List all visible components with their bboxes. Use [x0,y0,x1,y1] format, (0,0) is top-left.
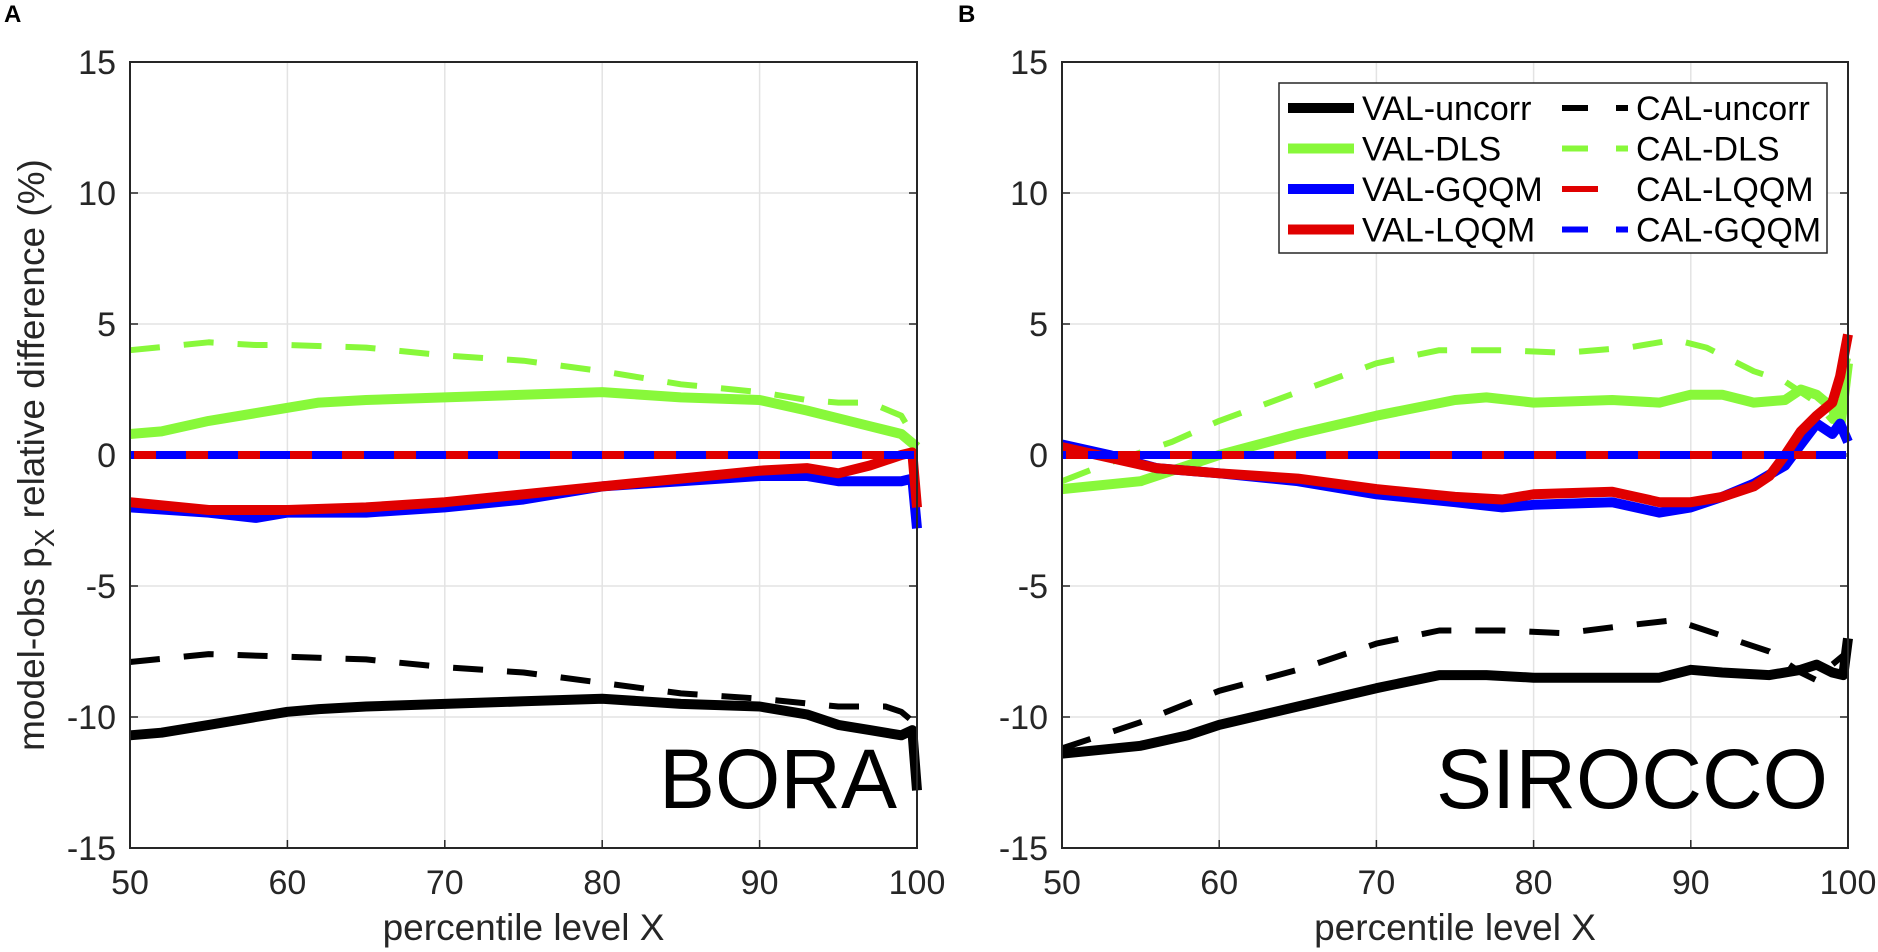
legend-label: VAL-DLS [1362,131,1501,169]
y-tick-label: 0 [97,437,116,475]
legend-label: VAL-uncorr [1362,90,1531,128]
legend-label: VAL-LQQM [1362,212,1535,250]
x-tick-label: 70 [426,864,464,902]
y-tick-label: -10 [999,699,1048,737]
x-tick-label: 90 [741,864,779,902]
y-tick-label: -10 [67,699,116,737]
legend-label: CAL-GQQM [1636,212,1821,250]
series-cal-uncorr [129,651,919,728]
series-cal-dls [1060,336,1851,484]
x-tick-label: 90 [1672,864,1710,902]
x-tick-label: 50 [111,864,149,902]
x-tick-label: 100 [889,864,946,902]
legend-label: CAL-DLS [1636,131,1780,169]
y-tick-label: 10 [1010,175,1048,213]
series-cal-dls [129,339,920,444]
legend-label: CAL-LQQM [1636,171,1814,209]
y-axis-label-main: model-obs p [11,547,52,751]
x-axis-label: percentile level X [1314,907,1596,948]
x-tick-label: 60 [268,864,306,902]
x-tick-label: 80 [1515,864,1553,902]
series-cal-uncorr [1061,617,1850,752]
y-axis-label: model-obs pX relative difference (%) [11,159,60,751]
y-tick-label: -15 [67,830,116,868]
y-tick-label: -5 [1018,568,1048,606]
legend-entry-val-dls: VAL-DLS [1288,131,1501,169]
legend-entry-val-uncorr: VAL-uncorr [1288,90,1531,128]
plot-sirocco: 50 60 70 80 90 100 -15 -10 -5 0 5 10 15 SIROCCO percen… [999,44,1877,948]
y-tick-label: 15 [1010,44,1048,82]
x-tick-label: 60 [1200,864,1238,902]
series-val-uncorr [1061,637,1853,759]
axes-box [1061,61,1849,849]
y-tick-label: 5 [1029,306,1048,344]
y-tick-label: 5 [97,306,116,344]
legend-box [1278,82,1828,254]
y-tick-label: -5 [86,568,116,606]
y-tick-label: -15 [999,830,1048,868]
region-annotation: SIROCCO [1436,732,1828,826]
x-tick-label: 100 [1820,864,1877,902]
panel-label-a: A [4,1,21,28]
y-axis-label-rest: relative difference (%) [11,159,52,528]
legend: VAL-uncorr CAL-uncorr VAL-DLS CAL-DLS VAL-GQ… [1278,82,1828,254]
legend-entry-cal-gqqm: CAL-GQQM [1562,212,1821,250]
x-axis-label: percentile level X [383,907,665,948]
region-annotation: BORA [659,732,897,826]
legend-entry-cal-uncorr: CAL-uncorr [1562,90,1810,128]
x-tick-label: 70 [1357,864,1395,902]
y-axis-label-subscript: X [29,528,60,547]
y-tick-label: 10 [78,175,116,213]
legend-entry-cal-lqqm: CAL-LQQM [1562,171,1814,209]
legend-entry-val-gqqm: VAL-GQQM [1288,171,1543,209]
axes-box [129,61,918,849]
legend-entry-cal-dls: CAL-DLS [1562,131,1780,169]
series-val-dls [1061,362,1853,495]
legend-label: CAL-uncorr [1636,90,1810,128]
series-val-lqqm [1060,333,1853,508]
series-val-uncorr [129,693,922,791]
panel-label-b: B [958,1,975,28]
series-val-dls [129,387,921,451]
plot-bora: 50 60 70 80 90 100 -15 -10 -5 0 5 10 15 BORA percentil… [67,44,946,948]
legend-entry-val-lqqm: VAL-LQQM [1288,212,1535,250]
x-tick-label: 80 [583,864,621,902]
y-tick-label: 15 [78,44,116,82]
y-tick-label: 0 [1029,437,1048,475]
x-tick-label: 50 [1043,864,1081,902]
legend-label: VAL-GQQM [1362,171,1543,209]
